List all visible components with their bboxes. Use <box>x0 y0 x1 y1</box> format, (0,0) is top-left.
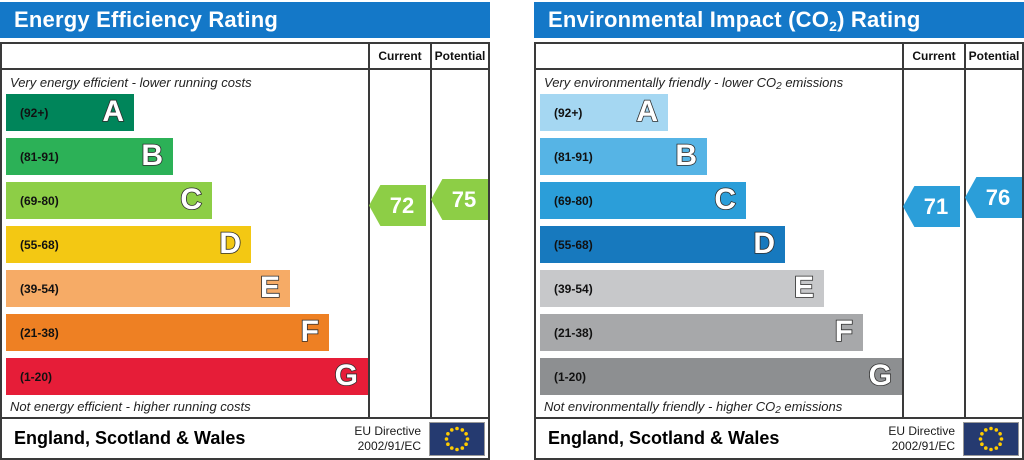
rating-bands: (92+) A (81-91) B (69-80) C (55-68) D (39-54… <box>536 94 1022 395</box>
band-range-label: (81-91) <box>20 149 59 164</box>
current-column-header: Current <box>902 44 964 68</box>
environmental-impact-chart: Environmental Impact (CO2) Rating Curren… <box>534 0 1024 460</box>
band-range-label: (92+) <box>554 105 583 120</box>
band-letter: B <box>141 138 164 173</box>
chart-footer: England, Scotland & Wales EU Directive 2… <box>2 417 488 458</box>
band-range-label: (69-80) <box>554 193 593 208</box>
band-letter: F <box>300 314 320 349</box>
band-letter: D <box>753 226 776 261</box>
co2-chart-title: Environmental Impact (CO2) Rating <box>534 2 1024 38</box>
column-header-row: Current Potential <box>2 44 488 70</box>
band-range-label: (1-20) <box>554 369 587 384</box>
band-d: (55-68) D <box>540 226 1022 263</box>
co2-rating-table: Current Potential Very environmentally f… <box>534 42 1024 460</box>
energy-chart-title: Energy Efficiency Rating <box>0 2 490 38</box>
band-letter: D <box>219 226 242 261</box>
band-f: (21-38) F <box>540 314 1022 351</box>
band-e: (39-54) E <box>540 270 1022 307</box>
energy-efficiency-chart: Energy Efficiency Rating Current Potenti… <box>0 0 490 460</box>
top-caption: Very environmentally friendly - lower CO… <box>544 75 844 92</box>
current-rating-value: 71 <box>923 193 949 219</box>
band-range-label: (55-68) <box>20 237 59 252</box>
band-letter: E <box>793 270 815 305</box>
region-label: England, Scotland & Wales <box>14 428 246 448</box>
band-letter: F <box>834 314 854 349</box>
potential-rating-value: 75 <box>451 186 477 212</box>
band-letter: C <box>180 182 203 217</box>
potential-rating-arrow: 75 <box>431 179 488 220</box>
band-range-label: (1-20) <box>20 369 53 384</box>
current-column-divider <box>902 70 904 417</box>
title-text: Energy Efficiency Rating <box>14 7 278 32</box>
current-rating-value: 72 <box>389 192 415 218</box>
eu-directive-label: EU Directive 2002/91/EC <box>354 424 421 453</box>
band-range-label: (55-68) <box>554 237 593 252</box>
band-range-label: (39-54) <box>554 281 593 296</box>
band-range-label: (39-54) <box>20 281 59 296</box>
chart-footer: England, Scotland & Wales EU Directive 2… <box>536 417 1022 458</box>
rating-bands: (92+) A (81-91) B (69-80) C (55-68) D (39-54… <box>2 94 488 395</box>
potential-column-header: Potential <box>964 44 1022 68</box>
band-e: (39-54) E <box>6 270 488 307</box>
band-letter: B <box>675 138 698 173</box>
potential-rating-value: 76 <box>985 184 1011 210</box>
band-d: (55-68) D <box>6 226 488 263</box>
potential-rating-arrow: 76 <box>965 177 1022 218</box>
current-column-divider <box>368 70 370 417</box>
band-letter: A <box>102 94 125 129</box>
band-range-label: (21-38) <box>20 325 59 340</box>
potential-column-header: Potential <box>430 44 488 68</box>
band-letter: G <box>868 358 893 393</box>
band-letter: A <box>636 94 659 129</box>
bottom-caption: Not environmentally friendly - higher CO… <box>544 399 843 416</box>
band-g: (1-20) G <box>540 358 1022 395</box>
energy-rating-table: Current Potential Very energy efficient … <box>0 42 490 460</box>
band-letter: C <box>714 182 737 217</box>
rating-scale-area: Very environmentally friendly - lower CO… <box>536 70 1022 417</box>
band-letter: E <box>259 270 281 305</box>
current-rating-arrow: 71 <box>903 186 960 227</box>
band-c: (69-80) C <box>6 182 488 219</box>
band-b: (81-91) B <box>6 138 488 175</box>
potential-column-divider <box>430 70 432 417</box>
band-range-label: (81-91) <box>554 149 593 164</box>
band-a: (92+) A <box>540 94 1022 131</box>
band-c: (69-80) C <box>540 182 1022 219</box>
band-range-label: (21-38) <box>554 325 593 340</box>
band-a: (92+) A <box>6 94 488 131</box>
band-range-label: (92+) <box>20 105 49 120</box>
band-f: (21-38) F <box>6 314 488 351</box>
current-column-header: Current <box>368 44 430 68</box>
eu-flag-icon <box>963 421 1019 456</box>
band-letter: G <box>334 358 359 393</box>
current-rating-arrow: 72 <box>369 185 426 226</box>
bottom-caption: Not energy efficient - higher running co… <box>10 399 251 414</box>
potential-column-divider <box>964 70 966 417</box>
band-range-label: (69-80) <box>20 193 59 208</box>
band-b: (81-91) B <box>540 138 1022 175</box>
rating-scale-area: Very energy efficient - lower running co… <box>2 70 488 417</box>
top-caption: Very energy efficient - lower running co… <box>10 75 252 90</box>
band-g: (1-20) G <box>6 358 488 395</box>
eu-directive-label: EU Directive 2002/91/EC <box>888 424 955 453</box>
region-label: England, Scotland & Wales <box>548 428 780 448</box>
eu-flag-icon <box>429 421 485 456</box>
title-text: Environmental Impact (CO <box>548 7 830 32</box>
column-header-row: Current Potential <box>536 44 1022 70</box>
